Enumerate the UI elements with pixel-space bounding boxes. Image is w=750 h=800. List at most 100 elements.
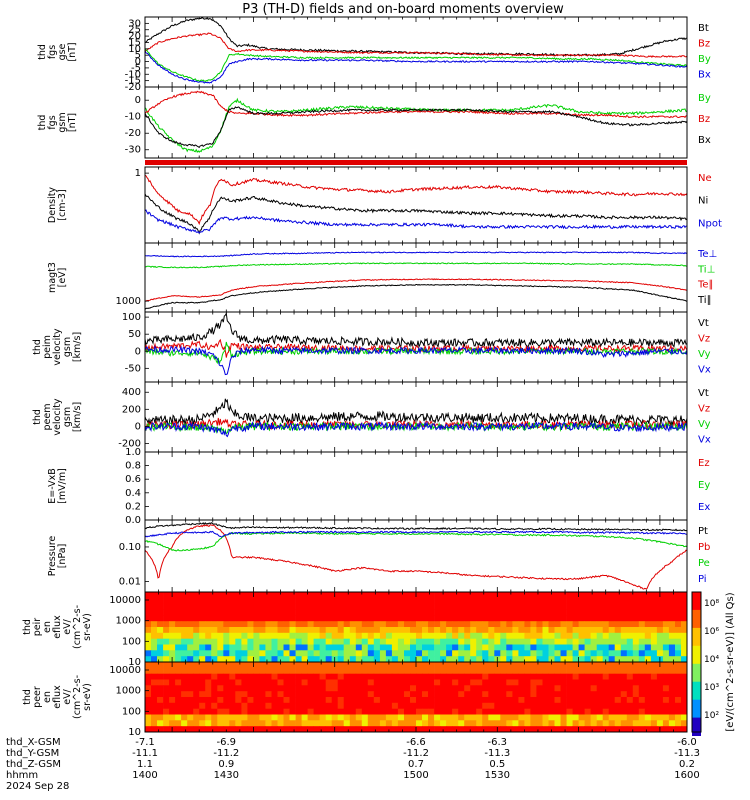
heatmap-cell [566, 667, 573, 674]
heatmap-cell [542, 662, 549, 669]
heatmap-cell [397, 714, 405, 721]
heatmap-cell [157, 650, 164, 657]
heatmap-cell [397, 726, 405, 733]
heatmap-cell [175, 667, 182, 674]
heatmap-cell [446, 621, 453, 628]
heatmap-cell [157, 621, 164, 628]
heatmap-cell [361, 714, 369, 721]
y-tick-label: 15 [128, 38, 141, 49]
heatmap-cell [175, 632, 182, 639]
heatmap-cell [319, 632, 326, 639]
heatmap-cell [566, 720, 573, 727]
heatmap-cell [217, 632, 224, 639]
heatmap-cell [422, 685, 429, 692]
y-axis-label: gse [57, 43, 68, 60]
heatmap-cell [367, 667, 375, 674]
heatmap-cell [488, 609, 495, 616]
legend-Vy: Vy [698, 349, 711, 360]
heatmap-cell [434, 714, 441, 721]
heatmap-cell [572, 615, 579, 622]
heatmap-cell [422, 714, 429, 721]
heatmap-cell [343, 627, 351, 634]
heatmap-cell [205, 702, 212, 709]
heatmap-cell [259, 638, 266, 645]
heatmap-cell [434, 702, 441, 709]
heatmap-cell [157, 609, 164, 616]
heatmap-cell [187, 627, 194, 634]
heatmap-cell [391, 644, 399, 651]
heatmap-cell [416, 667, 423, 674]
heatmap-cell [650, 621, 658, 628]
heatmap-cell [662, 708, 670, 715]
heatmap-cell [247, 691, 254, 698]
heatmap-cell [193, 679, 200, 686]
heatmap-cell [656, 638, 664, 645]
heatmap-cell [536, 621, 543, 628]
heatmap-cell [530, 685, 537, 692]
heatmap-cell [283, 726, 290, 733]
heatmap-cell [675, 597, 682, 604]
heatmap-cell [410, 702, 417, 709]
heatmap-cell [476, 691, 483, 698]
heatmap-cell [229, 621, 236, 628]
heatmap-cell [626, 609, 634, 616]
heatmap-cell [500, 592, 507, 599]
heatmap-cell [223, 691, 230, 698]
heatmap-cell [518, 656, 525, 663]
series-vx-line [144, 420, 688, 438]
heatmap-cell [301, 679, 308, 686]
heatmap-cell [632, 673, 640, 680]
heatmap-cell [379, 632, 387, 639]
heatmap-cell [632, 621, 640, 628]
heatmap-cell [199, 597, 206, 604]
heatmap-cell [373, 644, 381, 651]
heatmap-cell [440, 720, 447, 727]
heatmap-cell [536, 662, 543, 669]
heatmap-cell [590, 609, 597, 616]
heatmap-cell [681, 609, 688, 616]
xaxis-value: 1600 [674, 770, 699, 781]
heatmap-cell [271, 714, 278, 721]
heatmap-cell [343, 656, 351, 663]
heatmap-cell [572, 708, 579, 715]
heatmap-cell [518, 697, 525, 704]
heatmap-cell [307, 685, 314, 692]
heatmap-cell [205, 632, 212, 639]
heatmap-cell [235, 679, 242, 686]
heatmap-cell [163, 697, 170, 704]
heatmap-cell [241, 679, 248, 686]
heatmap-cell [325, 632, 333, 639]
heatmap-cell [175, 615, 182, 622]
heatmap-cell [602, 691, 610, 698]
heatmap-cell [391, 597, 399, 604]
y-axis-label: peim [42, 335, 53, 359]
heatmap-cell [307, 662, 314, 669]
heatmap-cell [313, 726, 320, 733]
heatmap-cell [422, 656, 429, 663]
heatmap-cell [512, 714, 519, 721]
heatmap-cell [373, 632, 381, 639]
heatmap-cell [506, 644, 513, 651]
heatmap-cell [157, 592, 164, 599]
heatmap-cell [584, 638, 591, 645]
heatmap-cell [404, 627, 411, 634]
heatmap-cell [283, 702, 290, 709]
heatmap-cell [343, 592, 351, 599]
heatmap-cell [440, 597, 447, 604]
heatmap-cell [277, 650, 284, 657]
heatmap-cell [488, 621, 495, 628]
heatmap-cell [235, 720, 242, 727]
heatmap-cell [590, 632, 597, 639]
heatmap-cell [608, 638, 616, 645]
heatmap-cell [512, 603, 519, 610]
heatmap-cell [331, 621, 339, 628]
heatmap-cell [319, 627, 326, 634]
colorbar-swatch [692, 631, 701, 636]
heatmap-cell [229, 726, 236, 733]
heatmap-cell [349, 708, 357, 715]
heatmap-cell [265, 685, 272, 692]
heatmap-cell [596, 615, 604, 622]
heatmap-cell [422, 708, 429, 715]
